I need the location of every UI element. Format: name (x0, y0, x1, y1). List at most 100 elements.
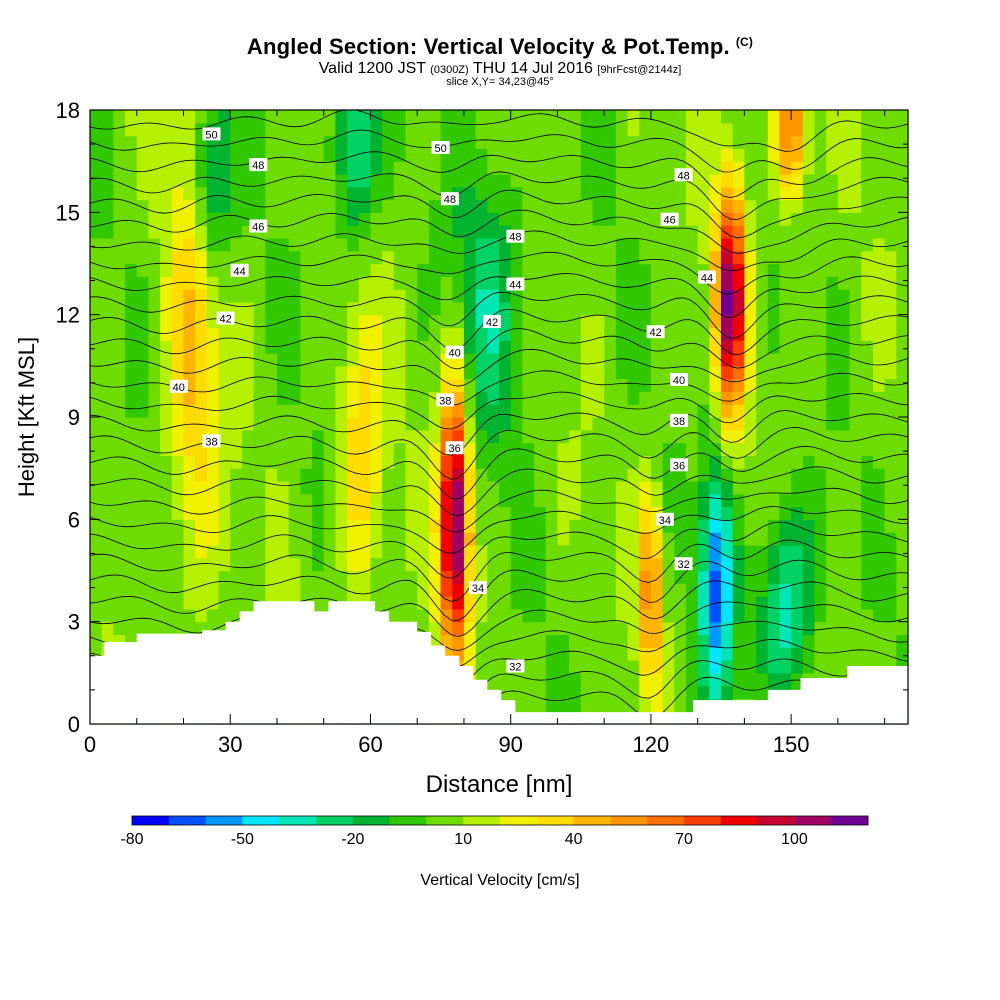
velocity-cell (300, 289, 313, 303)
velocity-cell (569, 212, 582, 226)
velocity-cell (721, 110, 734, 124)
velocity-cell (650, 570, 664, 584)
velocity-cell (697, 442, 710, 456)
velocity-cell (721, 532, 734, 546)
velocity-cell (779, 557, 792, 572)
velocity-cell (382, 353, 395, 367)
velocity-cell (662, 634, 675, 648)
velocity-cell (802, 301, 816, 316)
velocity-cell (171, 480, 185, 495)
velocity-cell (463, 532, 477, 546)
velocity-cell (779, 225, 792, 239)
velocity-cell (662, 340, 675, 354)
velocity-cell (417, 493, 430, 508)
velocity-cell (230, 340, 243, 354)
velocity-cell (569, 698, 582, 712)
velocity-cell (709, 237, 722, 252)
velocity-cell (300, 161, 313, 175)
velocity-cell (709, 417, 722, 431)
velocity-cell (662, 237, 675, 252)
velocity-cell (884, 583, 897, 597)
velocity-cell (487, 110, 500, 124)
velocity-cell (674, 391, 687, 405)
velocity-cell (276, 263, 290, 277)
velocity-cell (569, 442, 582, 456)
velocity-cell (218, 570, 231, 584)
velocity-cell (756, 391, 769, 405)
velocity-cell (463, 442, 477, 456)
velocity-cell (253, 199, 266, 213)
contour-label-box (674, 168, 693, 182)
velocity-cell (849, 544, 862, 559)
velocity-cell (650, 250, 664, 265)
velocity-cell (463, 276, 477, 290)
velocity-cell (557, 122, 570, 137)
velocity-cell (136, 237, 150, 252)
velocity-cell (463, 621, 477, 636)
velocity-cell (90, 621, 103, 636)
velocity-cell (452, 429, 465, 444)
velocity-cell (253, 340, 266, 354)
velocity-cell (323, 122, 336, 137)
velocity-cell (253, 404, 266, 418)
velocity-cell (604, 493, 617, 508)
velocity-cell (265, 340, 278, 354)
velocity-cell (569, 557, 582, 572)
contour-label: 32 (506, 659, 525, 674)
velocity-cell (849, 212, 862, 226)
velocity-cell (241, 289, 255, 303)
velocity-cell (253, 314, 266, 329)
velocity-cell (615, 570, 629, 584)
velocity-cell (101, 263, 114, 277)
velocity-cell (405, 301, 418, 316)
velocity-cell (393, 327, 407, 341)
velocity-cell (358, 301, 372, 316)
velocity-cell (136, 301, 150, 316)
velocity-cell (627, 468, 640, 482)
velocity-cell (101, 353, 114, 367)
velocity-cell (276, 391, 290, 405)
velocity-cell (557, 327, 570, 341)
velocity-cell (288, 532, 301, 546)
velocity-cell (171, 583, 185, 597)
velocity-cell (101, 289, 114, 303)
velocity-cell (499, 570, 512, 584)
velocity-cell (499, 122, 512, 137)
velocity-cell (382, 122, 395, 137)
velocity-cell (148, 122, 161, 137)
velocity-cell (90, 570, 103, 584)
velocity-cell (709, 314, 722, 329)
velocity-cell (323, 378, 336, 393)
velocity-cell (171, 237, 185, 252)
isentrope-line (89, 445, 909, 500)
velocity-cell (300, 365, 313, 380)
velocity-cell (440, 237, 453, 252)
velocity-cell (241, 404, 255, 418)
velocity-cell (685, 660, 699, 674)
velocity-cell (615, 173, 629, 188)
velocity-cell (475, 212, 488, 226)
velocity-cell (872, 135, 886, 149)
velocity-cell (685, 391, 699, 405)
velocity-cell (463, 110, 477, 124)
velocity-cell (370, 135, 383, 149)
velocity-cell (604, 161, 617, 175)
velocity-cell (393, 493, 407, 508)
velocity-cell (837, 634, 851, 648)
velocity-cell (195, 199, 208, 213)
velocity-cell (650, 672, 664, 687)
contour-label: 48 (674, 168, 693, 182)
velocity-cell (253, 365, 266, 380)
velocity-cell (721, 570, 734, 584)
velocity-cell (475, 173, 488, 188)
velocity-cell (802, 161, 816, 175)
velocity-cell (300, 225, 313, 239)
velocity-cell (487, 186, 500, 201)
velocity-cell (218, 199, 231, 213)
velocity-cell (837, 237, 851, 252)
velocity-cell (685, 148, 699, 162)
velocity-cell (557, 685, 570, 700)
velocity-cell (230, 442, 243, 456)
velocity-cell (756, 493, 769, 508)
velocity-cell (312, 263, 325, 277)
